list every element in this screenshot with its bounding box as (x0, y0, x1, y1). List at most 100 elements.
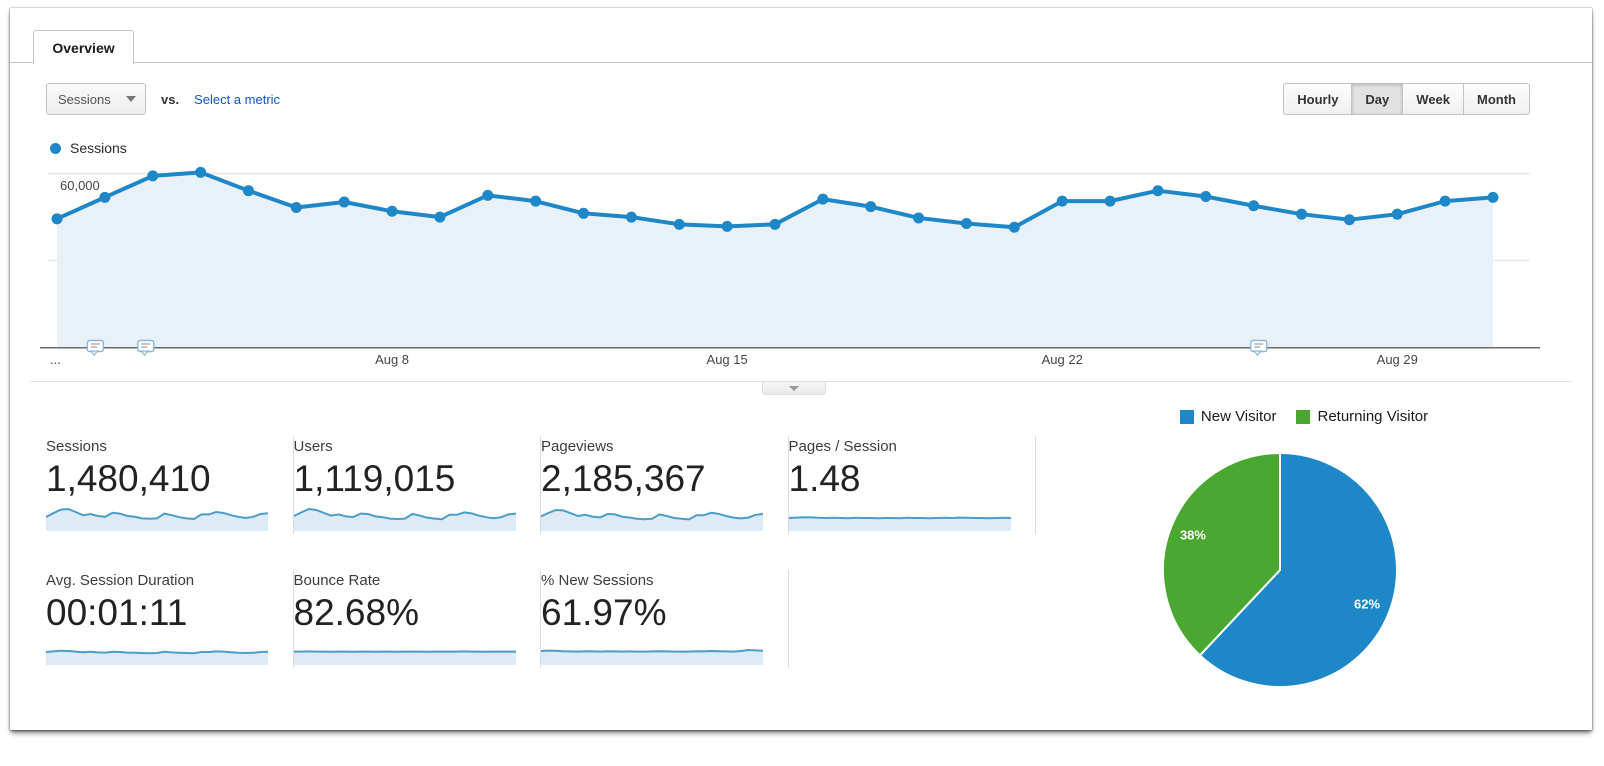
sessions-data-point[interactable] (147, 170, 159, 182)
visitor-type-pie-chart[interactable]: 62% 38% (1156, 446, 1406, 696)
metric-card-label: Pageviews (541, 438, 614, 455)
sessions-data-point[interactable] (1439, 195, 1451, 207)
analytics-overview-panel: Overview Sessions vs. Select a metric Ho… (10, 8, 1592, 730)
metric-card-value: 1,119,015 (293, 458, 456, 499)
sessions-data-point[interactable] (338, 196, 350, 208)
sessions-data-point[interactable] (673, 218, 685, 230)
metric-card: Users 1,119,015 (293, 436, 541, 534)
pie-slice-percentage-label: 62% (1354, 596, 1380, 611)
x-axis-overflow-label: ... (50, 352, 61, 367)
sessions-data-point[interactable] (1056, 195, 1068, 207)
pie-legend-item[interactable]: Returning Visitor (1296, 408, 1428, 425)
metric-card: Pageviews 2,185,367 (541, 436, 789, 534)
metric-card-sparkline (788, 516, 1011, 531)
sessions-data-point[interactable] (960, 217, 972, 229)
sessions-data-point[interactable] (242, 185, 254, 197)
y-axis-tick-label: 60,000 (60, 178, 100, 193)
pie-legend-label: New Visitor (1200, 408, 1277, 425)
sessions-data-point[interactable] (721, 220, 733, 232)
pie-legend: New Visitor Returning Visitor (1132, 408, 1476, 425)
sessions-data-point[interactable] (1200, 190, 1212, 202)
chart-toolbar: Sessions vs. Select a metric Hourly Day We… (46, 82, 1530, 116)
vs-label: vs. (161, 91, 180, 107)
chart-bottom-divider (30, 381, 1572, 382)
pie-slice-returning-visitor[interactable] (1162, 451, 1281, 657)
annotation-bubble-icon[interactable] (137, 339, 155, 357)
x-axis-tick-label: Aug 8 (375, 352, 409, 367)
metric-card-sparkline (293, 507, 516, 531)
sessions-data-point[interactable] (482, 189, 494, 201)
pie-legend-item[interactable]: New Visitor (1179, 408, 1277, 425)
sessions-data-point[interactable] (386, 205, 398, 217)
sessions-data-point[interactable] (913, 212, 925, 224)
sessions-data-point[interactable] (99, 191, 111, 203)
metric-card-sparkline (46, 649, 268, 665)
sessions-data-point[interactable] (1296, 208, 1308, 220)
metric-card-value: 1.48 (788, 458, 861, 499)
sessions-data-point[interactable] (434, 211, 446, 223)
metric-card-value: 1,480,410 (46, 458, 211, 499)
sessions-data-point[interactable] (530, 195, 542, 207)
tab-overview[interactable]: Overview (33, 30, 134, 64)
sessions-data-point[interactable] (1391, 208, 1403, 220)
metric-card-value: 82.68% (293, 592, 420, 633)
metric-card-label: Users (293, 438, 333, 455)
annotation-bubble-icon[interactable] (86, 339, 105, 357)
sessions-data-point[interactable] (1152, 185, 1164, 197)
panel-top-border (10, 62, 1592, 63)
legend-swatch-icon (1179, 409, 1194, 424)
collapse-arrow-icon (789, 385, 799, 391)
granularity-button-group: Hourly Day Week Month (1283, 83, 1530, 115)
granularity-week-button[interactable]: Week (1403, 83, 1465, 115)
sessions-data-point[interactable] (195, 166, 207, 178)
sessions-data-point[interactable] (1104, 195, 1116, 207)
sessions-data-point[interactable] (817, 193, 829, 205)
metric-select-dropdown[interactable]: Sessions (46, 83, 146, 115)
pie-legend-label: Returning Visitor (1317, 408, 1429, 425)
series-legend: Sessions (50, 140, 127, 156)
sessions-data-point[interactable] (51, 213, 63, 225)
metric-card-sparkline (46, 507, 268, 531)
metric-card-label: Bounce Rate (293, 572, 381, 589)
pie-slice-new-visitor[interactable] (1198, 451, 1398, 688)
tab-overview-label: Overview (52, 39, 115, 56)
metric-card: Avg. Session Duration 00:01:11 (46, 570, 294, 668)
x-axis-tick-label: Aug 29 (1377, 352, 1418, 367)
metric-select-value: Sessions (58, 91, 111, 107)
sessions-data-point[interactable] (769, 218, 781, 230)
metric-controls: Sessions vs. Select a metric (46, 83, 280, 115)
granularity-month-button[interactable]: Month (1464, 83, 1530, 115)
sessions-data-point[interactable] (625, 211, 637, 223)
granularity-hourly-button[interactable]: Hourly (1283, 83, 1353, 115)
chevron-down-icon (126, 96, 136, 102)
sessions-data-point[interactable] (1248, 200, 1260, 212)
collapse-chart-button[interactable] (762, 382, 826, 395)
sessions-data-point[interactable] (1343, 214, 1355, 226)
scorecard-row-1: Sessions 1,480,410 Users 1,119,015 Pageviews… (46, 436, 1036, 534)
sessions-data-point[interactable] (1487, 191, 1499, 203)
x-axis-tick-label: Aug 22 (1042, 352, 1083, 367)
metric-card: Pages / Session 1.48 (788, 436, 1036, 534)
legend-swatch-icon (1296, 409, 1311, 424)
sessions-data-point[interactable] (290, 202, 302, 214)
metric-card-sparkline (541, 648, 763, 665)
metric-card-value: 2,185,367 (541, 458, 706, 499)
sessions-data-point[interactable] (1008, 221, 1020, 233)
metric-card: % New Sessions 61.97% (541, 570, 789, 668)
metric-card-value: 61.97% (541, 592, 667, 633)
metric-card: Bounce Rate 82.68% (293, 570, 541, 668)
sessions-data-point[interactable] (865, 201, 877, 213)
sessions-data-point[interactable] (578, 207, 590, 219)
scorecard-row-2: Avg. Session Duration 00:01:11 Bounce Rate… (46, 570, 789, 668)
metric-card-sparkline (541, 508, 763, 531)
x-axis-tick-label: Aug 15 (707, 352, 748, 367)
metric-card-value: 00:01:11 (46, 592, 188, 633)
metric-card-label: Avg. Session Duration (46, 572, 195, 589)
series-legend-label: Sessions (70, 140, 127, 156)
annotation-bubble-icon[interactable] (1250, 339, 1268, 357)
metric-card: Sessions 1,480,410 (46, 436, 294, 534)
metric-card-label: Sessions (46, 438, 107, 455)
select-a-metric-link[interactable]: Select a metric (194, 91, 281, 107)
granularity-day-button[interactable]: Day (1352, 83, 1404, 115)
